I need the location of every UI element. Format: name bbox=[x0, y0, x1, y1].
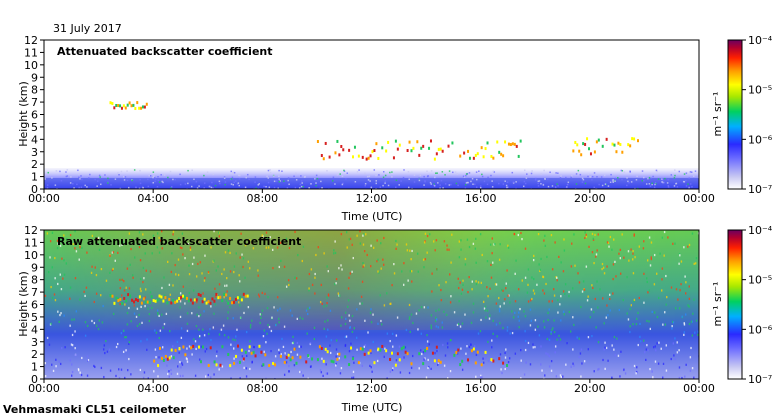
panel-2-ytick-label: 2 bbox=[31, 348, 38, 361]
colorbar-1-tick-label: 10⁻⁶ bbox=[748, 133, 773, 146]
panel-2-ytick-label: 12 bbox=[24, 224, 38, 237]
panel-2-ylabel: Height (km) bbox=[17, 271, 30, 337]
panel-2-xtick-label: 20:00 bbox=[574, 382, 606, 395]
panel-2-feature-boundary-layer-top bbox=[153, 344, 509, 368]
panel-2-xtick-label: 16:00 bbox=[465, 382, 497, 395]
panel-1-xtick-label: 12:00 bbox=[356, 192, 388, 205]
colorbar-1-tick-label: 10⁻⁵ bbox=[748, 84, 772, 97]
panel-1: Attenuated backscatter coefficient Heigh… bbox=[17, 34, 773, 223]
panel-2-heatmap bbox=[44, 230, 699, 379]
panel-1-boundary-layer-core bbox=[44, 178, 699, 189]
colorbar-2-label: m⁻¹ sr⁻¹ bbox=[711, 282, 724, 327]
colorbar-2 bbox=[727, 229, 743, 380]
panel-1-ytick-label: 2 bbox=[31, 158, 38, 171]
panel-2-ytick-label: 4 bbox=[31, 323, 38, 336]
panel-1-ytick-label: 9 bbox=[31, 71, 38, 84]
panel-2-ytick-label: 11 bbox=[24, 236, 38, 249]
panel-1-ytick-label: 3 bbox=[31, 146, 38, 159]
panel-1-feature-cloud-fragments-evening bbox=[572, 137, 639, 157]
panel-1-ytick-label: 10 bbox=[24, 59, 38, 72]
panel-2-feature-cloud-layer-upper bbox=[109, 292, 249, 305]
panel-2-ytick-label: 5 bbox=[31, 311, 38, 324]
panel-2-xtick-label: 12:00 bbox=[356, 382, 388, 395]
panel-1-xtick-label: 20:00 bbox=[574, 192, 606, 205]
panel-2-ytick-label: 1 bbox=[31, 361, 38, 374]
panel-1-xlabel: Time (UTC) bbox=[341, 210, 403, 223]
panel-2-xtick-label: 00:00 bbox=[683, 382, 715, 395]
panel-1-ytick-label: 4 bbox=[31, 133, 38, 146]
panel-2-ytick-label: 7 bbox=[31, 286, 38, 299]
panel-1-ytick-label: 8 bbox=[31, 84, 38, 97]
panel-1-xtick-label: 00:00 bbox=[28, 192, 60, 205]
panel-1-title: Attenuated backscatter coefficient bbox=[57, 45, 273, 58]
colorbar-2-tick-label: 10⁻⁴ bbox=[748, 224, 773, 237]
colorbar-1-tick-label: 10⁻⁴ bbox=[748, 34, 773, 47]
panel-1-background bbox=[44, 40, 699, 189]
panel-1-ytick-label: 5 bbox=[31, 121, 38, 134]
panel-2-title: Raw attenuated backscatter coefficient bbox=[57, 235, 301, 248]
panel-1-xtick-label: 04:00 bbox=[137, 192, 169, 205]
colorbar-1-label: m⁻¹ sr⁻¹ bbox=[711, 92, 724, 137]
instrument-caption: Vehmasmaki CL51 ceilometer bbox=[3, 403, 186, 416]
panel-2-xtick-label: 00:00 bbox=[28, 382, 60, 395]
panel-1-ytick-label: 12 bbox=[24, 34, 38, 47]
panel-1-ytick-label: 11 bbox=[24, 46, 38, 59]
panel-1-ytick-label: 0 bbox=[31, 183, 38, 196]
panel-2-ytick-label: 3 bbox=[31, 336, 38, 349]
panel-1-ytick-label: 7 bbox=[31, 96, 38, 109]
panel-2-ytick-label: 10 bbox=[24, 249, 38, 262]
panel-1-ytick-label: 1 bbox=[31, 171, 38, 184]
colorbar-1-tick-label: 10⁻⁷ bbox=[748, 183, 772, 196]
panel-2-feature-noise-field bbox=[44, 230, 699, 379]
panel-2-xtick-label: 04:00 bbox=[137, 382, 169, 395]
panel-1-ylabel: Height (km) bbox=[17, 81, 30, 147]
colorbar-2-tick-label: 10⁻⁷ bbox=[748, 373, 772, 386]
panel-2-xtick-label: 08:00 bbox=[246, 382, 278, 395]
panel-1-ytick-label: 6 bbox=[31, 109, 38, 122]
colorbar-2-tick-label: 10⁻⁶ bbox=[748, 323, 773, 336]
colorbar-2-tick-label: 10⁻⁵ bbox=[748, 274, 772, 287]
figure-date: 31 July 2017 bbox=[53, 22, 122, 35]
panel-1-feature-cloud-layer-upper bbox=[109, 101, 148, 111]
panel-1-xtick-label: 16:00 bbox=[465, 192, 497, 205]
panel-1-feature-cloud-fragments-mid bbox=[316, 139, 522, 161]
panel-1-xtick-label: 08:00 bbox=[246, 192, 278, 205]
panel-1-heatmap bbox=[44, 101, 699, 189]
panel-2: Raw attenuated backscatter coefficient H… bbox=[17, 224, 773, 414]
panel-2-ytick-label: 0 bbox=[31, 373, 38, 386]
panel-2-ytick-label: 9 bbox=[31, 261, 38, 274]
panel-2-ytick-label: 8 bbox=[31, 274, 38, 287]
panel-1-xtick-label: 00:00 bbox=[683, 192, 715, 205]
colorbar-1 bbox=[727, 39, 743, 190]
panel-2-ytick-label: 6 bbox=[31, 299, 38, 312]
panel-2-xlabel: Time (UTC) bbox=[341, 401, 403, 414]
